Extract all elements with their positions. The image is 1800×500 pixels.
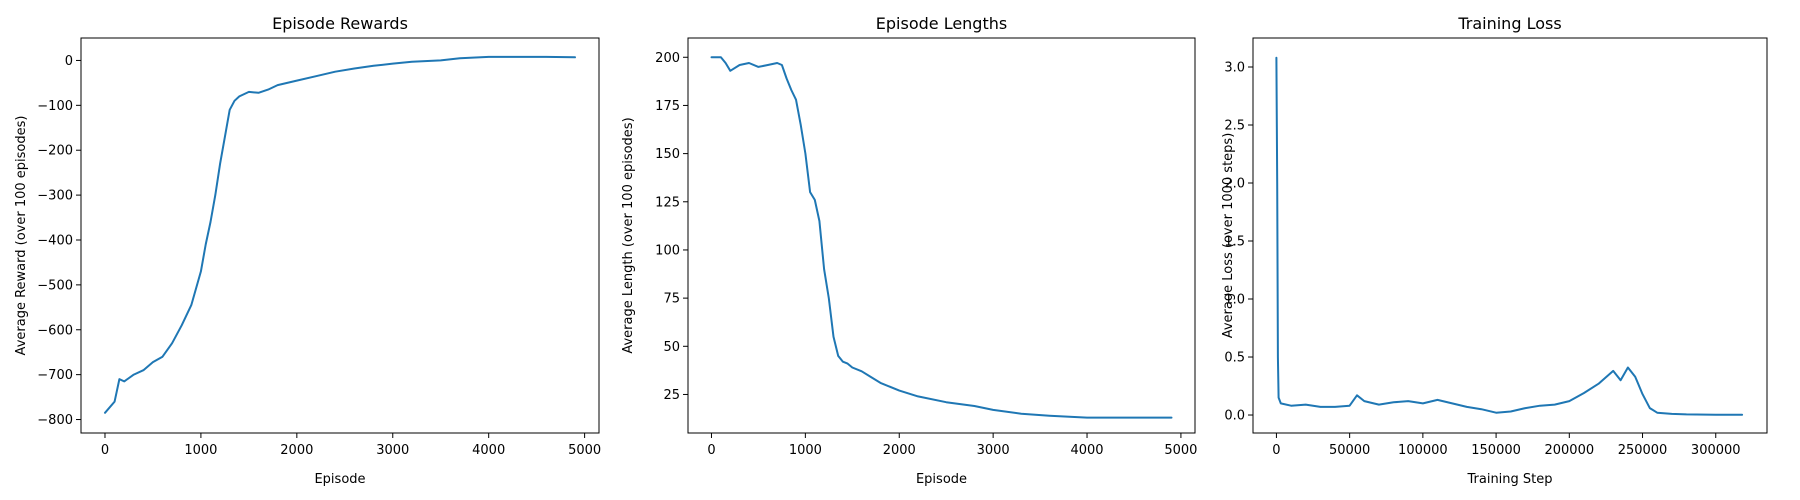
y-tick-label: −200 xyxy=(37,144,73,159)
series-line xyxy=(1275,56,1744,416)
chart-episode-lengths: Episode Lengths Episode Average Length (… xyxy=(621,14,1197,487)
y-tick-label: 175 xyxy=(655,99,680,114)
y-tick-label: 25 xyxy=(663,388,680,403)
axes-frame xyxy=(687,37,1196,434)
x-tick-label: 0 xyxy=(101,443,109,458)
x-tick-label: 50000 xyxy=(1329,443,1370,458)
x-tick-label: 2000 xyxy=(280,443,313,458)
y-tick-label: 3.0 xyxy=(1224,61,1245,76)
y-axis-label: Average Loss (over 1000 steps) xyxy=(1221,133,1236,339)
x-tick-label: 0 xyxy=(1272,443,1280,458)
y-tick-label: 125 xyxy=(655,195,680,210)
chart-title: Episode Rewards xyxy=(272,14,408,33)
x-tick-label: 200000 xyxy=(1544,443,1594,458)
x-tick-label: 300000 xyxy=(1691,443,1741,458)
y-tick-label: −600 xyxy=(37,323,73,338)
y-tick-label: 75 xyxy=(663,292,680,307)
x-tick-label: 4000 xyxy=(472,443,505,458)
axes-frame xyxy=(80,37,600,434)
chart-title: Episode Lengths xyxy=(876,14,1007,33)
y-tick-label: 0.0 xyxy=(1224,409,1245,424)
chart-title: Training Loss xyxy=(1457,14,1561,33)
series-line xyxy=(104,55,576,414)
y-tick-label: 200 xyxy=(655,51,680,66)
y-axis-label: Average Length (over 100 episodes) xyxy=(621,117,636,353)
x-tick-label: 0 xyxy=(707,443,715,458)
y-axis-label: Average Reward (over 100 episodes) xyxy=(14,116,29,356)
y-tick-label: −800 xyxy=(37,413,73,428)
series-line xyxy=(710,56,1173,419)
y-tick-label: 0.5 xyxy=(1224,351,1245,366)
y-tick-label: 0 xyxy=(65,54,73,69)
x-tick-label: 1000 xyxy=(184,443,217,458)
axes-frame xyxy=(1252,37,1768,434)
y-tick-label: −700 xyxy=(37,368,73,383)
y-tick-label: 100 xyxy=(655,243,680,258)
y-tick-label: 150 xyxy=(655,147,680,162)
x-tick-label: 150000 xyxy=(1471,443,1521,458)
x-tick-label: 2000 xyxy=(883,443,916,458)
y-tick-label: −300 xyxy=(37,189,73,204)
y-tick-label: 2.0 xyxy=(1224,177,1245,192)
y-tick-label: 1.5 xyxy=(1224,235,1245,250)
x-axis-label: Episode xyxy=(314,472,365,487)
chart-episode-rewards: Episode Rewards Episode Average Reward (… xyxy=(14,14,601,487)
x-tick-label: 3000 xyxy=(376,443,409,458)
y-tick-label: 1.0 xyxy=(1224,293,1245,308)
x-tick-label: 3000 xyxy=(977,443,1010,458)
x-tick-label: 4000 xyxy=(1070,443,1103,458)
x-tick-label: 5000 xyxy=(1164,443,1197,458)
y-tick-label: 2.5 xyxy=(1224,119,1245,134)
x-tick-label: 100000 xyxy=(1398,443,1448,458)
y-tick-label: 50 xyxy=(663,340,680,355)
y-tick-label: −500 xyxy=(37,278,73,293)
chart-training-loss: Training Loss Training Step Average Loss… xyxy=(1221,14,1768,487)
x-tick-label: 5000 xyxy=(568,443,601,458)
y-tick-label: −400 xyxy=(37,233,73,248)
x-axis-label: Training Step xyxy=(1466,472,1552,487)
x-tick-label: 250000 xyxy=(1618,443,1668,458)
y-tick-label: −100 xyxy=(37,99,73,114)
x-tick-label: 1000 xyxy=(789,443,822,458)
x-axis-label: Episode xyxy=(916,472,967,487)
